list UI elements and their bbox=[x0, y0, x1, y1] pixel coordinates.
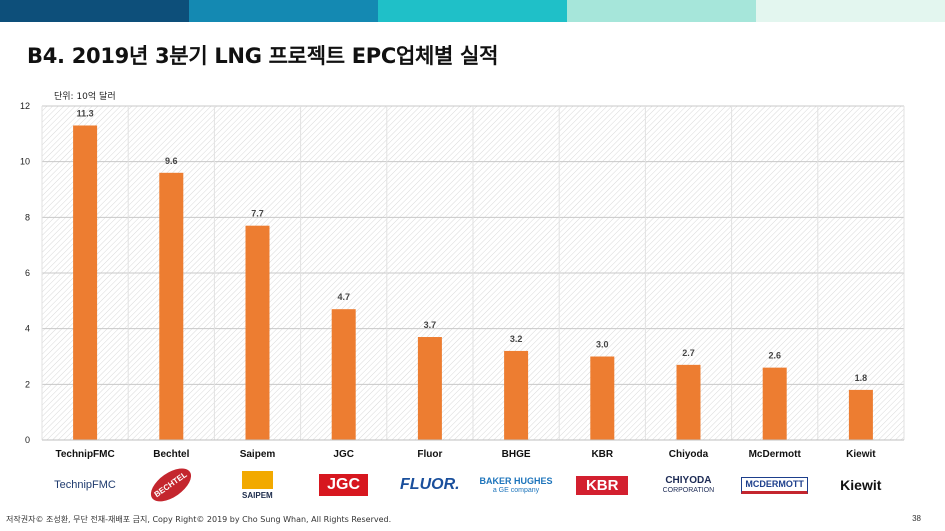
x-tick-label: TechnipFMC bbox=[55, 449, 114, 460]
bar-fluor bbox=[417, 337, 442, 440]
unit-label: 단위: 10억 달러 bbox=[54, 92, 116, 102]
bar-chiyoda bbox=[676, 364, 701, 440]
x-tick-label: JGC bbox=[333, 449, 354, 460]
bhge-logo-subtext: a GE company bbox=[492, 486, 540, 494]
value-label: 7.7 bbox=[251, 209, 264, 219]
y-tick-label: 4 bbox=[25, 324, 30, 334]
bechtel-logo: BECHTEL bbox=[128, 462, 214, 508]
page-number: 38 bbox=[912, 514, 921, 523]
chiyoda-logo-subtext: CORPORATION bbox=[662, 487, 715, 494]
mcdermott-logo-text: MCDERMOTT bbox=[741, 476, 808, 494]
bar-kiewit bbox=[848, 389, 873, 440]
y-tick-label: 12 bbox=[20, 101, 30, 111]
top-bar-segment-5 bbox=[756, 0, 945, 22]
x-tick-label: McDermott bbox=[749, 449, 802, 460]
x-tick-label: Chiyoda bbox=[669, 449, 709, 460]
bar-jgc bbox=[331, 309, 356, 440]
page-title: B4. 2019년 3분기 LNG 프로젝트 EPC업체별 실적 bbox=[27, 44, 499, 68]
y-tick-label: 10 bbox=[20, 157, 30, 167]
bar-mcdermott bbox=[762, 367, 787, 440]
top-color-bar bbox=[0, 0, 945, 22]
value-label: 3.0 bbox=[596, 340, 609, 350]
y-tick-label: 2 bbox=[25, 379, 30, 389]
value-label: 2.6 bbox=[768, 351, 781, 361]
bar-chart: 0 2 4 6 8 10 12 11.3 9.6 7.7 4.7 3.7 3.2 3.0 2.7 2.6 1.… bbox=[20, 101, 905, 460]
top-bar-segment-1 bbox=[0, 0, 189, 22]
bar-saipem bbox=[245, 225, 270, 440]
value-label: 3.2 bbox=[510, 334, 523, 344]
bar-bhge bbox=[504, 350, 529, 440]
value-label: 4.7 bbox=[337, 292, 350, 302]
value-label: 11.3 bbox=[77, 108, 94, 118]
bar-kbr bbox=[590, 356, 615, 440]
x-tick-label: Saipem bbox=[240, 449, 276, 460]
x-tick-label: Kiewit bbox=[846, 449, 876, 460]
company-logos: TechnipFMC BECHTEL SAIPEM JGC FLUOR. BAKER HU… bbox=[0, 462, 945, 508]
technipfmc-logo: TechnipFMC bbox=[42, 462, 128, 508]
bhge-logo-text: BAKER HUGHES bbox=[479, 475, 553, 486]
technipfmc-logo-text: TechnipFMC bbox=[54, 478, 116, 491]
chiyoda-logo-text: CHIYODA bbox=[665, 475, 712, 486]
bar-technipfmc bbox=[73, 125, 98, 440]
top-bar-segment-3 bbox=[378, 0, 567, 22]
x-tick-label: Fluor bbox=[417, 449, 442, 460]
top-bar-segment-4 bbox=[567, 0, 756, 22]
x-tick-label: Bechtel bbox=[153, 449, 189, 460]
saipem-logo: SAIPEM bbox=[214, 462, 300, 508]
y-tick-label: 0 bbox=[25, 435, 30, 445]
value-label: 2.7 bbox=[682, 348, 695, 358]
saipem-logo-text: SAIPEM bbox=[242, 470, 273, 500]
fluor-logo-text: FLUOR. bbox=[400, 476, 460, 493]
copyright-footer: 저작권자© 조성환, 무단 전재-재배포 금지, Copy Right© 201… bbox=[6, 515, 392, 524]
top-bar-segment-2 bbox=[189, 0, 378, 22]
y-tick-label: 6 bbox=[25, 268, 30, 278]
value-label: 1.8 bbox=[855, 373, 868, 383]
bechtel-logo-text: BECHTEL bbox=[145, 462, 197, 508]
kbr-logo-text: KBR bbox=[575, 475, 629, 495]
kiewit-logo-text: Kiewit bbox=[840, 477, 882, 493]
x-tick-label: BHGE bbox=[502, 449, 531, 460]
y-tick-label: 8 bbox=[25, 212, 30, 222]
value-label: 9.6 bbox=[165, 156, 178, 166]
mcdermott-logo: MCDERMOTT bbox=[732, 462, 818, 508]
chiyoda-logo: CHIYODA CORPORATION bbox=[645, 462, 731, 508]
kiewit-logo: Kiewit bbox=[818, 462, 904, 508]
jgc-logo: JGC bbox=[301, 462, 387, 508]
x-tick-label: KBR bbox=[591, 449, 613, 460]
value-label: 3.7 bbox=[424, 320, 437, 330]
fluor-logo: FLUOR. bbox=[387, 462, 473, 508]
kbr-logo: KBR bbox=[559, 462, 645, 508]
bar-bechtel bbox=[159, 172, 184, 441]
jgc-logo-text: JGC bbox=[319, 474, 369, 496]
bhge-logo: BAKER HUGHES a GE company bbox=[473, 462, 559, 508]
